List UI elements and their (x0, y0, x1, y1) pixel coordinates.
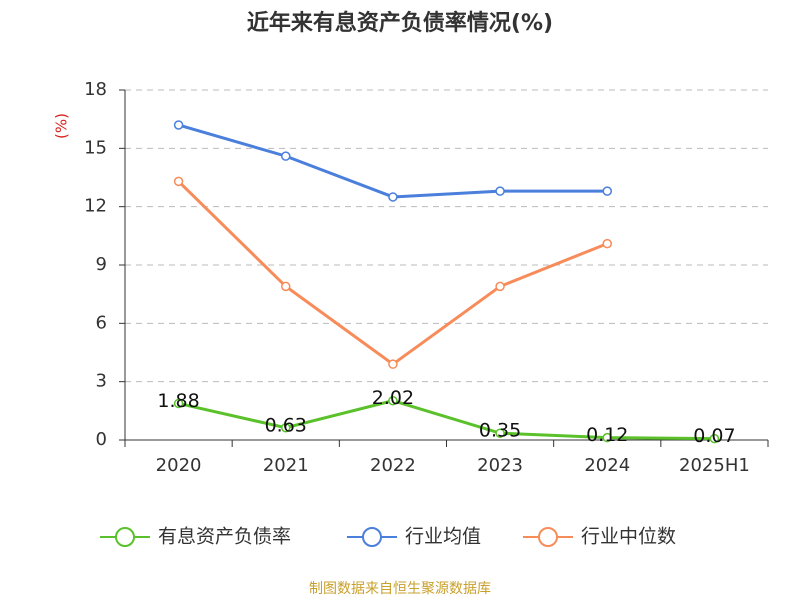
data-point (173, 398, 184, 409)
y-tick-label: 0 (96, 429, 107, 450)
x-tick-label: 2024 (584, 455, 630, 476)
legend-marker (115, 527, 135, 547)
data-point (495, 186, 505, 196)
data-point (602, 238, 612, 249)
x-tick-label: 2021 (263, 455, 309, 476)
data-point (495, 281, 505, 292)
x-tick-label: 2020 (156, 455, 202, 476)
source-note: 制图数据来自恒生聚源数据库 (309, 581, 491, 597)
data-point (388, 359, 398, 369)
legend-label: 有息资产负债率 (158, 526, 291, 548)
data-point (173, 120, 184, 130)
data-label: 0.12 (586, 424, 628, 446)
x-tick-label: 2022 (370, 455, 416, 476)
data-point (709, 433, 720, 444)
data-point (602, 432, 612, 443)
y-axis-label: (%) (53, 113, 71, 139)
data-point (602, 186, 612, 196)
data-point (388, 192, 398, 202)
y-tick-label: 15 (84, 137, 107, 158)
data-label: 1.88 (157, 390, 199, 412)
data-point (281, 423, 291, 433)
data-label: 0.07 (693, 425, 735, 447)
y-tick-label: 12 (84, 196, 107, 217)
series-line (178, 399, 715, 441)
legend-label: 行业均值 (405, 526, 481, 548)
y-tick-label: 6 (96, 312, 107, 333)
legend-marker (538, 527, 558, 547)
legend-label: 行业中位数 (581, 526, 676, 548)
legend-marker (362, 527, 382, 547)
data-point (495, 428, 505, 438)
data-point (281, 281, 291, 292)
data-label: 2.02 (372, 387, 414, 409)
data-label: 0.35 (479, 420, 521, 442)
y-tick-label: 9 (96, 254, 107, 275)
series-line (178, 123, 608, 199)
x-tick-label: 2023 (477, 455, 523, 476)
data-label: 0.63 (265, 414, 307, 436)
y-tick-label: 18 (84, 79, 107, 100)
data-point (388, 395, 398, 406)
series-line (177, 180, 608, 367)
chart-title: 近年来有息资产负债率情况(%) (247, 10, 553, 36)
data-point (173, 176, 184, 187)
y-tick-label: 3 (96, 371, 107, 392)
x-tick-label: 2025H1 (679, 455, 750, 476)
data-point (281, 151, 291, 161)
